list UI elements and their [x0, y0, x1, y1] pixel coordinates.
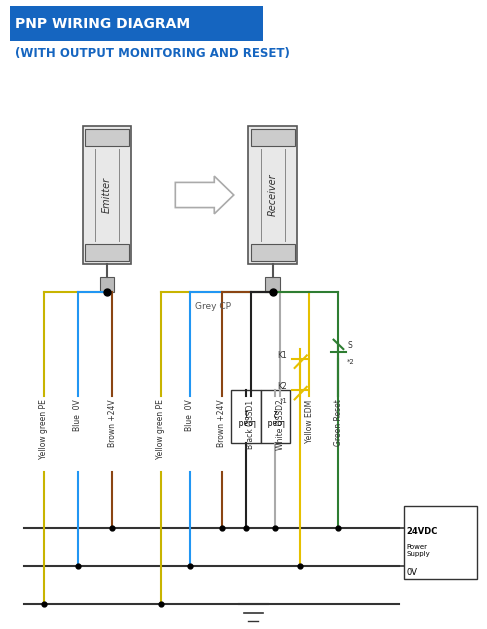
Text: 24VDC: 24VDC [407, 527, 438, 536]
Text: S: S [347, 342, 352, 350]
Bar [85, 129, 129, 145]
Text: Grey CP: Grey CP [195, 302, 231, 311]
Text: Green Reset: Green Reset [334, 399, 343, 447]
Text: Yellow green PE: Yellow green PE [39, 399, 48, 459]
Text: Brown +24V: Brown +24V [108, 399, 116, 447]
Bar [404, 506, 477, 579]
Text: Emitter: Emitter [102, 177, 112, 213]
Text: *1: *1 [280, 398, 287, 404]
Text: Power
Supply: Power Supply [407, 544, 431, 557]
Bar [265, 277, 280, 292]
Text: K2: K2 [278, 382, 287, 391]
Text: *2: *2 [347, 359, 355, 365]
Text: Black OSSD1: Black OSSD1 [246, 399, 255, 448]
Bar [85, 245, 129, 261]
Text: PNP WIRING DIAGRAM: PNP WIRING DIAGRAM [15, 17, 190, 31]
Text: Blue  0V: Blue 0V [186, 399, 194, 431]
Bar [83, 126, 131, 264]
Text: K1: K1 [278, 351, 287, 360]
Text: Brown +24V: Brown +24V [217, 399, 226, 447]
Text: 0V: 0V [407, 568, 418, 577]
Bar [248, 126, 297, 264]
Text: Load
1: Load 1 [237, 407, 255, 426]
FancyArrow shape [175, 176, 234, 214]
Bar [251, 129, 295, 145]
Bar [100, 277, 114, 292]
Text: Yellow green PE: Yellow green PE [156, 399, 165, 459]
FancyBboxPatch shape [10, 6, 263, 41]
Text: Receiver: Receiver [268, 174, 278, 216]
Bar [231, 390, 261, 443]
Text: (WITH OUTPUT MONITORING AND RESET): (WITH OUTPUT MONITORING AND RESET) [15, 47, 289, 60]
Bar [261, 390, 290, 443]
Text: White OSSD2: White OSSD2 [276, 399, 284, 450]
Text: Blue  0V: Blue 0V [74, 399, 82, 431]
Text: Yellow EDM: Yellow EDM [305, 399, 314, 443]
Bar [251, 245, 295, 261]
Text: Load
2: Load 2 [266, 407, 284, 426]
